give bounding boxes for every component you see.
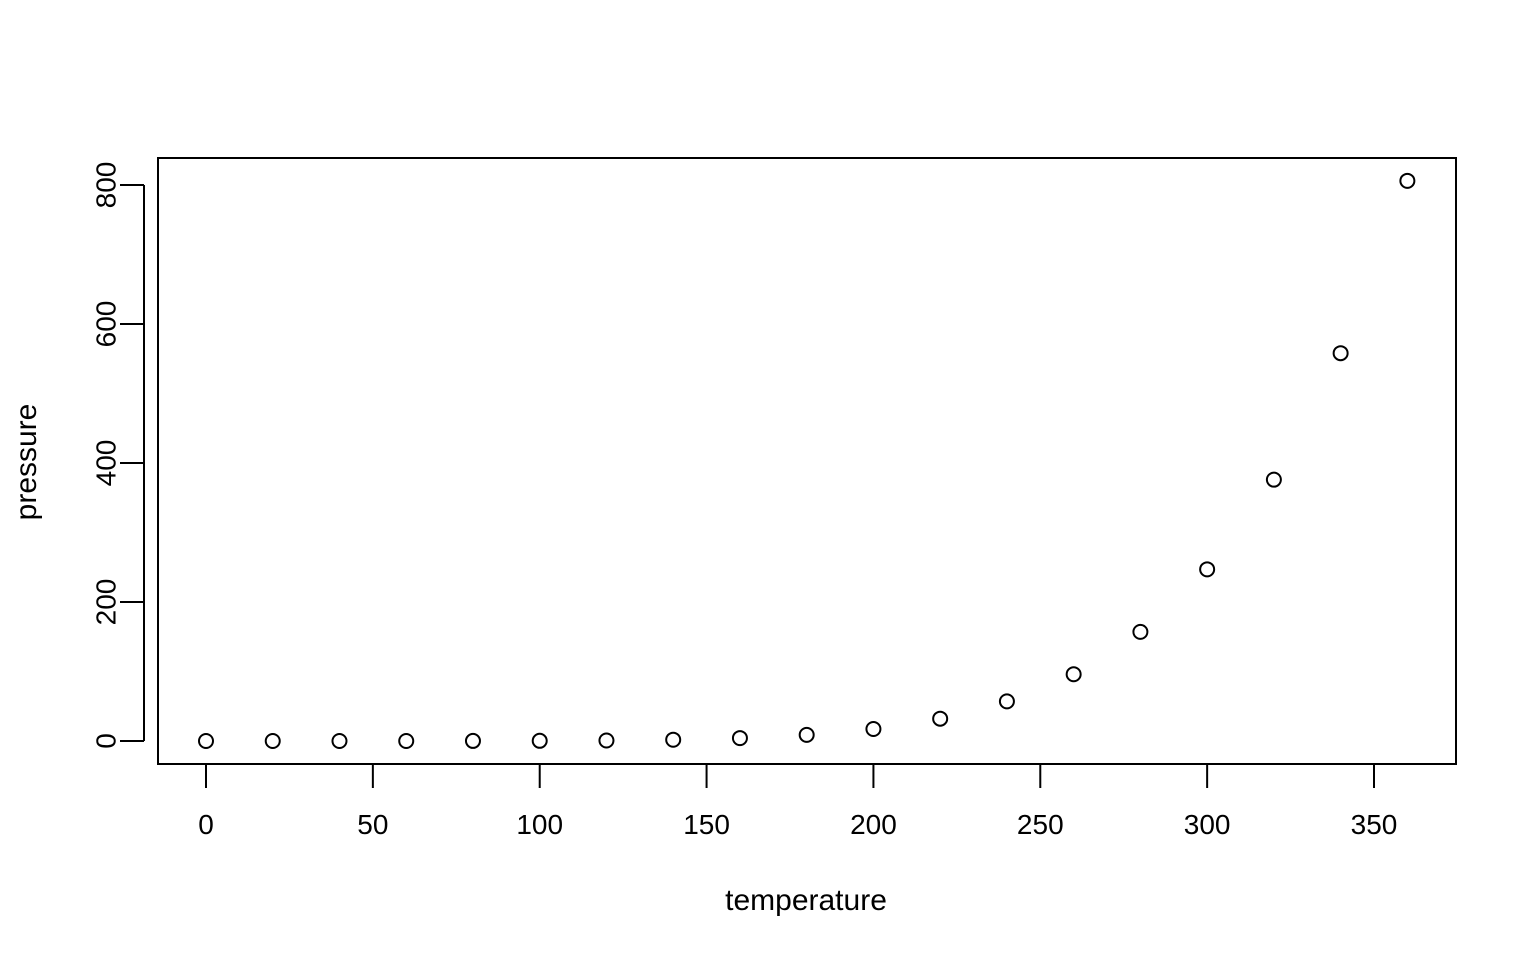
y-axis-ticks: 0 200 400 600 800 [90,162,144,749]
data-point [398,732,415,749]
y-tick-label: 0 [90,733,121,749]
x-tick-label: 50 [357,809,388,840]
x-tick-label: 150 [683,809,730,840]
plot-area-frame [157,157,1457,765]
y-tick-label: 200 [90,579,121,626]
data-point [1399,172,1416,189]
data-point [464,732,481,749]
data-point [998,693,1015,710]
data-point [1065,666,1082,683]
data-point [865,720,882,737]
x-tick-label: 200 [850,809,897,840]
x-tick-label: 0 [198,809,214,840]
data-point [932,710,949,727]
x-tick-label: 350 [1351,809,1398,840]
data-point [331,732,348,749]
data-point [264,732,281,749]
x-tick-label: 100 [516,809,563,840]
data-point [531,732,548,749]
data-point [1265,471,1282,488]
data-point [598,732,615,749]
x-tick-label: 300 [1184,809,1231,840]
x-tick-label: 250 [1017,809,1064,840]
data-point [1132,623,1149,640]
data-point [1199,561,1216,578]
y-tick-label: 600 [90,301,121,348]
x-axis-ticks: 0 50 100 150 200 250 300 350 [198,764,1397,840]
y-axis-title: pressure [10,404,43,521]
data-point [731,730,748,747]
data-point [798,726,815,743]
x-axis-title: temperature [725,884,887,917]
y-tick-label: 400 [90,440,121,487]
y-tick-label: 800 [90,162,121,209]
data-point [1332,345,1349,362]
data-point [665,731,682,748]
data-points [198,172,1416,749]
data-point [198,732,214,749]
